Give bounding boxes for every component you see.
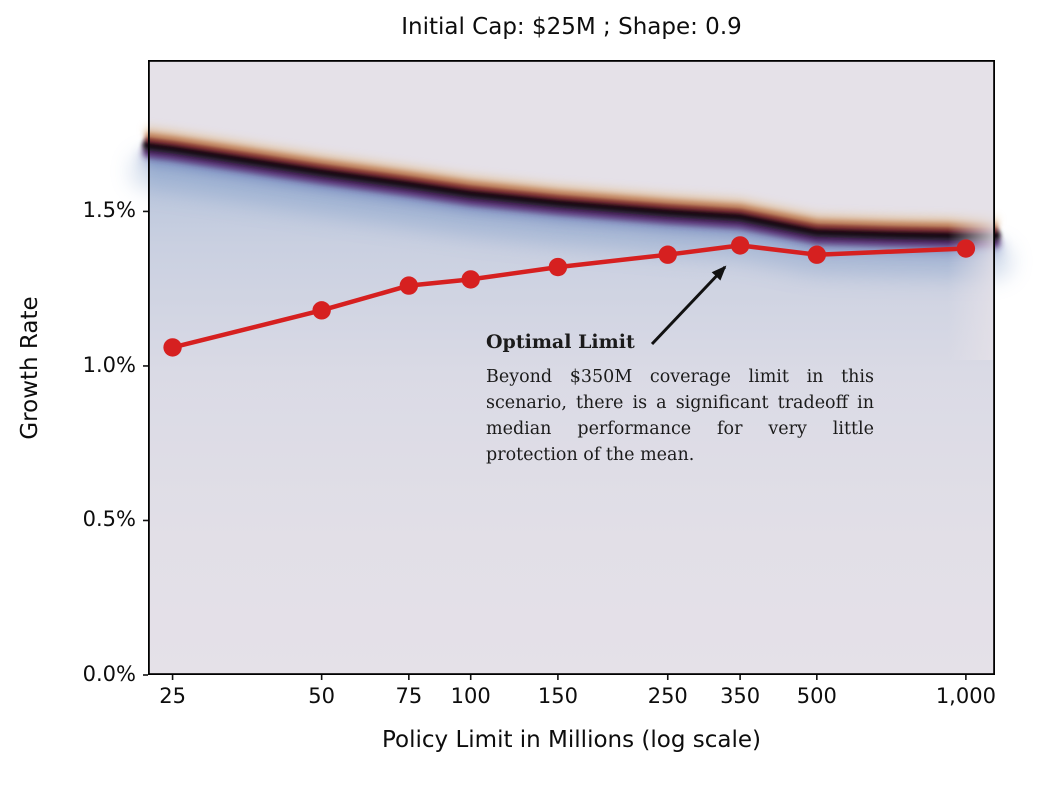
x-tick-label: 350 [720, 684, 761, 708]
chart-title: Initial Cap: $25M ; Shape: 0.9 [401, 14, 742, 40]
y-axis-label: Growth Rate [17, 296, 43, 440]
mean-density-band [144, 126, 999, 224]
mean-density-band [133, 156, 1010, 277]
band-edge-fade [948, 60, 995, 360]
median-marker [956, 239, 976, 258]
y-tick-label: 1.5% [82, 198, 136, 223]
median-marker [807, 245, 827, 264]
median-marker [399, 276, 419, 295]
mean-density-band [142, 139, 1001, 241]
x-tick-label: 50 [308, 684, 335, 708]
y-tick-label: 1.0% [82, 352, 136, 377]
x-axis-label: Policy Limit in Millions (log scale) [381, 727, 761, 753]
plot-border [147, 59, 996, 676]
x-tick-label: 1,000 [935, 684, 996, 708]
mean-density-band [145, 136, 998, 233]
plot-area: Optimal Limit Beyond $350M coverage limi… [133, 59, 1010, 680]
y-tick-label: 0.5% [82, 507, 136, 532]
median-marker [163, 338, 182, 357]
x-tick-label: 75 [395, 684, 423, 708]
median-marker [548, 257, 568, 277]
x-tick-label: 150 [537, 684, 578, 708]
x-tick-label: 250 [647, 684, 688, 708]
mean-density-band [142, 146, 1001, 248]
annotation-heading: Optimal Limit [486, 331, 635, 353]
median-marker [312, 301, 331, 320]
x-tick-label: 500 [796, 684, 837, 708]
x-tick-label: 100 [450, 684, 491, 708]
median-marker [461, 270, 480, 289]
annotation-body: Beyond $350M coverage limit in this scen… [486, 367, 874, 465]
density-wash [148, 145, 995, 675]
annotation-arrow [650, 265, 727, 346]
y-tick-label: 0.0% [82, 662, 136, 686]
median-marker [658, 245, 677, 264]
chart-canvas [133, 59, 1010, 680]
mean-density-band [145, 132, 998, 229]
median-marker [730, 236, 750, 255]
x-tick-label: 25 [159, 684, 186, 708]
annotation: Optimal Limit Beyond $350M coverage limi… [486, 330, 874, 469]
